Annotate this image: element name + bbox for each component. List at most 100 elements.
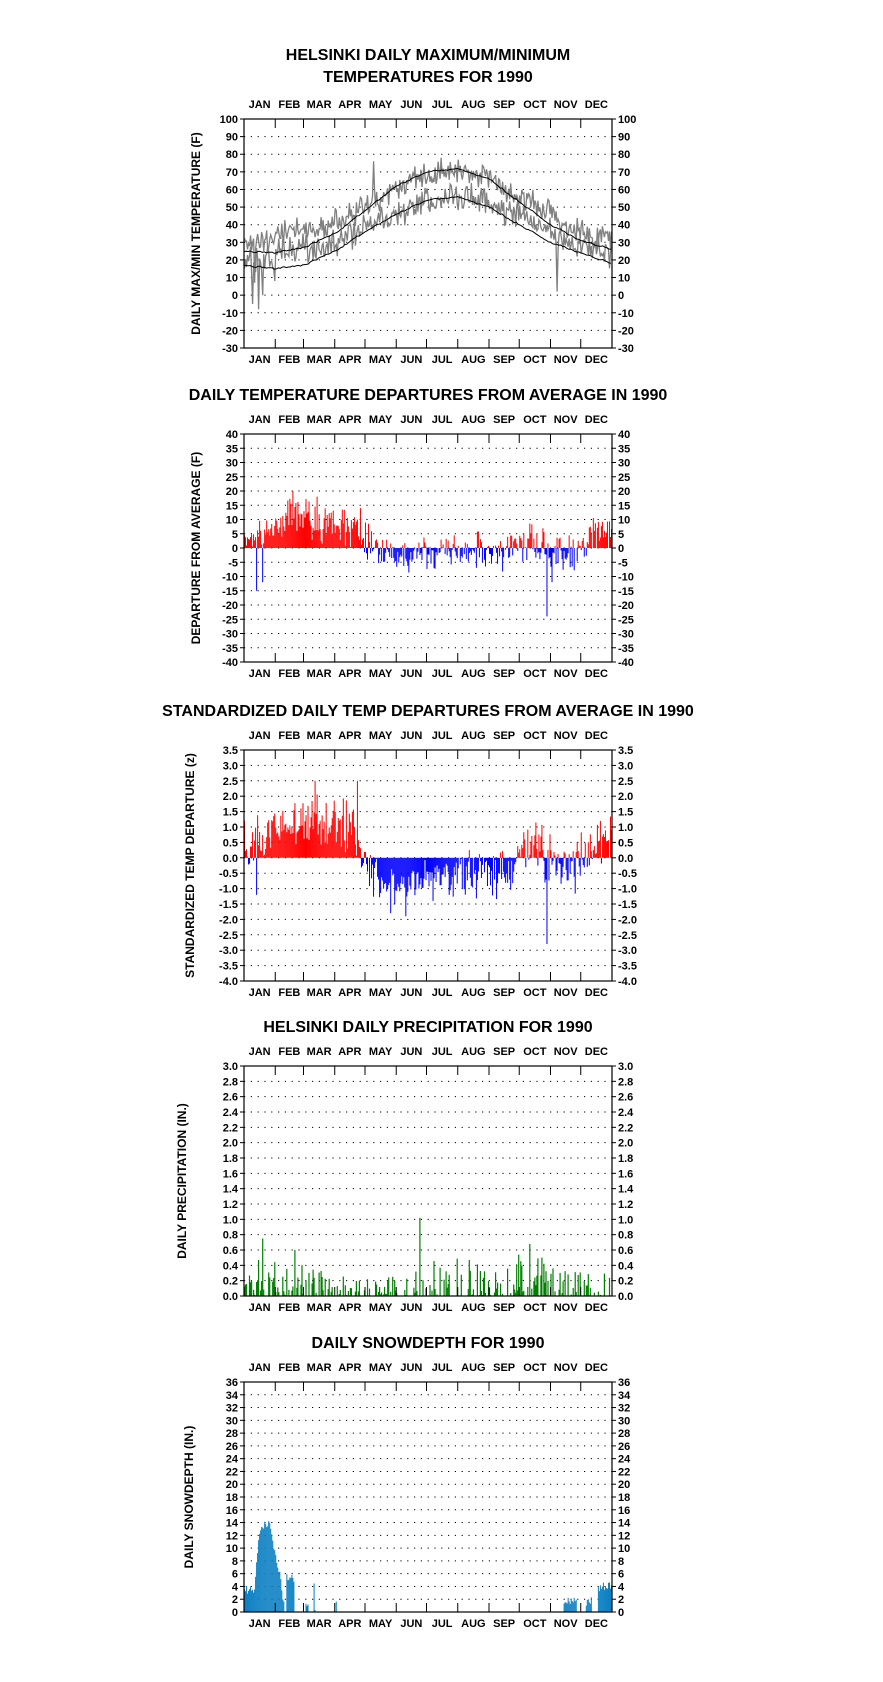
month-label-bottom: SEP [493,987,515,999]
bar-positive [254,840,256,858]
month-label-top: SEP [493,1046,515,1058]
bar-negative [361,857,363,866]
y-tick-label-left: 10 [226,273,238,285]
bar-positive [284,531,286,548]
bar-positive [425,546,427,548]
bar-snowdepth [288,1579,290,1612]
bar-negative [406,548,408,562]
bar-positive [529,523,531,548]
bar-positive [507,536,509,548]
y-tick-label-left: -2.5 [219,930,238,942]
y-tick-label-right: 22 [618,1466,630,1478]
month-label-top: APR [338,1046,361,1058]
month-label-bottom: JAN [249,668,271,680]
bar-positive [333,800,335,858]
month-label-bottom: FEB [278,1302,300,1314]
bar-snowdepth [290,1578,292,1612]
y-tick-label-left: -1.5 [219,899,238,911]
bar-positive [274,526,276,548]
month-label-bottom: SEP [493,354,515,366]
bar-negative [407,857,409,892]
month-label-bottom: JAN [249,1618,271,1630]
bar-positive [559,537,561,548]
bar-positive [584,843,586,858]
bar-positive [453,535,455,548]
bar-negative [538,548,540,552]
bar-positive [287,500,289,548]
bar-negative [441,857,443,875]
bar-positive [316,496,318,548]
bar-positive [541,824,543,858]
bar-negative [560,548,562,551]
bar-negative [371,857,373,879]
bar-negative [437,857,439,872]
y-tick-label-left: 0 [232,290,238,302]
bar-negative [473,857,475,874]
month-label-top: SEP [493,414,515,426]
month-label-top: DEC [585,414,608,426]
y-tick-label-left: 20 [226,486,238,498]
bar-positive [530,533,532,548]
bar-negative [428,857,430,887]
bar-positive [246,545,248,548]
bar-negative [421,548,423,561]
bar-positive [279,527,281,548]
bar-negative [509,857,511,880]
bar-positive [317,834,319,858]
bar-negative [511,857,513,861]
bar-negative [423,857,425,879]
month-label-top: JAN [249,414,271,426]
bar-positive [310,525,312,548]
month-label-bottom: SEP [493,1302,515,1314]
bar-positive [523,832,525,858]
bar-positive [247,856,249,858]
bar-positive [362,538,364,548]
bar-negative [526,548,528,560]
month-label-top: DEC [585,99,608,111]
bar-snowdepth [262,1527,264,1612]
bar-positive [605,841,607,858]
bar-positive [334,532,336,548]
bar-positive [345,800,347,858]
bar-positive [592,850,594,858]
bar-positive [263,543,265,548]
bar-positive [476,531,478,548]
bar-negative [490,548,492,555]
bar-snowdepth [572,1602,574,1612]
bar-positive [528,538,530,548]
bar-negative [365,857,367,865]
bar-negative [432,857,434,901]
bar-snowdepth [271,1534,273,1612]
y-tick-label-left: -30 [222,343,238,355]
month-label-top: JUL [432,730,453,742]
bar-positive [338,528,340,548]
month-label-top: NOV [554,414,579,426]
y-tick-label-right: 8 [618,1556,624,1568]
bar-snowdepth [575,1599,577,1612]
month-label-bottom: DEC [585,987,608,999]
bar-positive [609,816,611,858]
bar-negative [378,548,380,563]
bar-negative [460,548,462,556]
bar-negative [544,857,546,883]
bar-negative [422,857,424,888]
month-label-top: JAN [249,99,271,111]
bar-negative [447,857,449,872]
bar-negative [549,548,551,558]
month-label-bottom: JUN [400,987,422,999]
y-tick-label-right: -2.0 [618,914,637,926]
y-tick-label-right: 40 [618,220,630,232]
bar-negative [445,857,447,864]
bar-positive [354,844,356,858]
y-tick-label-right: 0 [618,543,624,555]
bar-positive [275,518,277,548]
bar-negative [362,857,364,864]
bar-positive [264,529,266,548]
bar-negative [389,857,391,883]
bar-negative [428,548,430,555]
bar-negative [403,857,405,878]
y-tick-label-left: 1.5 [223,807,238,819]
month-label-top: AUG [461,99,485,111]
bar-negative [375,857,377,863]
bar-positive [270,528,272,548]
